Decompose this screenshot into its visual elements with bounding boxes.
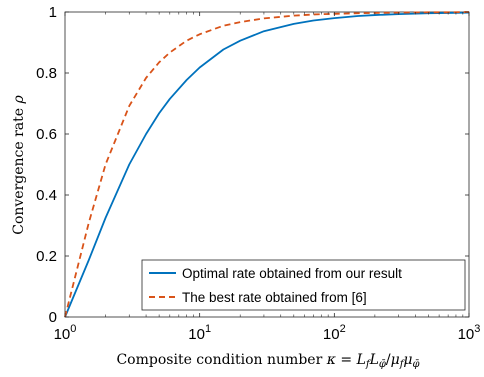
- x-axis-sub-phi2: φ̄: [413, 359, 420, 370]
- y-tick-label: 0.4: [36, 187, 57, 204]
- y-tick-label: 0.8: [36, 65, 57, 82]
- x-axis-L2: L: [369, 352, 379, 368]
- legend: Optimal rate obtained from our result Th…: [141, 259, 466, 311]
- y-tick-label: 0.2: [36, 248, 57, 265]
- x-axis-eq: =: [340, 352, 352, 368]
- legend-label-best: The best rate obtained from [6]: [182, 290, 367, 305]
- x-axis-sub-f1: f: [365, 359, 372, 370]
- series-line-0: [64, 11, 470, 318]
- y-axis-label-text: Convergence rate: [11, 108, 27, 235]
- y-axis-symbol: ρ: [11, 94, 27, 104]
- x-axis-symbol: κ: [326, 352, 336, 368]
- legend-box: [141, 259, 466, 311]
- x-axis-sub-f2: f: [399, 359, 406, 370]
- legend-label-optimal: Optimal rate obtained from our result: [182, 266, 402, 281]
- x-axis-label: Composite condition number κ = LfLφ̄/μfμ…: [116, 352, 419, 370]
- x-tick-label: 102: [323, 323, 346, 343]
- x-tick-label: 103: [458, 323, 481, 343]
- x-tick-labels: 100 101 102 103: [54, 323, 481, 343]
- y-tick-label: 1: [49, 4, 57, 21]
- x-axis-L1: L: [356, 352, 366, 368]
- y-tick-label: 0: [49, 309, 57, 326]
- series-line-1: [64, 11, 470, 318]
- y-tick-labels: 0 0.2 0.4 0.6 0.8 1: [36, 4, 57, 326]
- x-axis-slash: /: [386, 352, 391, 368]
- series-lines: [64, 11, 470, 318]
- x-axis-label-text: Composite condition number: [116, 352, 322, 368]
- x-axis-mu2: μ: [403, 352, 412, 368]
- x-tick-label: 101: [188, 323, 211, 343]
- y-tick-label: 0.6: [36, 126, 57, 143]
- x-tick-label: 100: [54, 323, 77, 343]
- axis-ticks: [64, 11, 470, 318]
- x-axis-mu1: μ: [391, 352, 400, 368]
- x-axis-sub-phi1: φ̄: [379, 359, 386, 370]
- y-axis-label: Convergence rate ρ: [11, 94, 27, 234]
